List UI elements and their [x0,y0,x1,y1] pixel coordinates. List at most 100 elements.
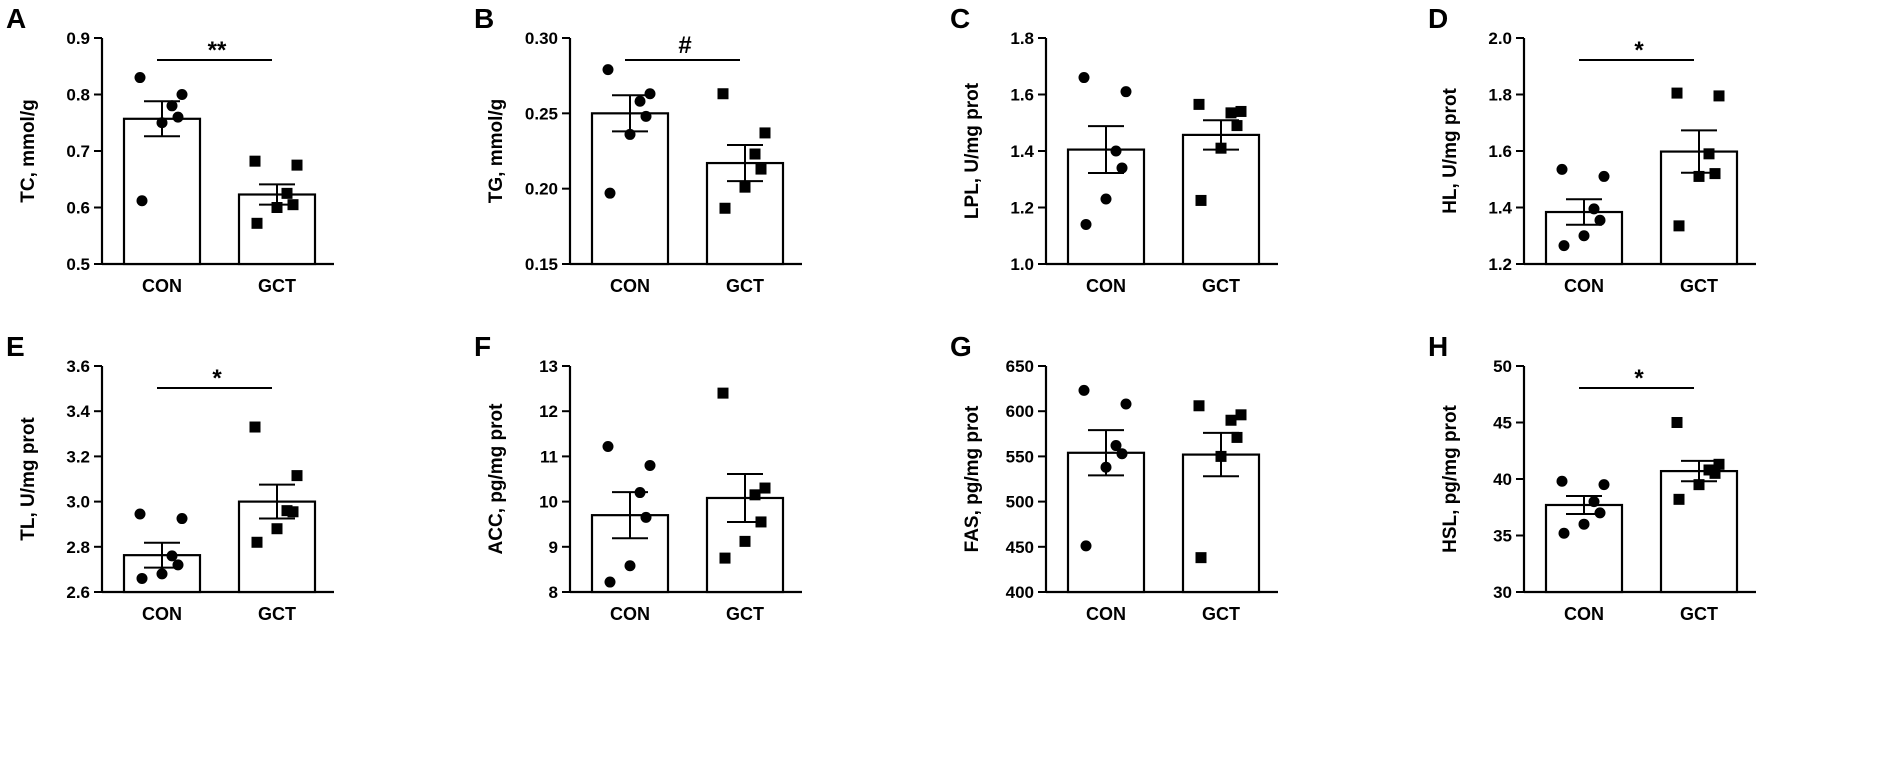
panel-f: F ACC, pg/mg prot 8 9 10 11 12 13 CON GCT [474,331,802,624]
data-point-square [251,536,263,548]
category-label: CON [610,276,650,296]
category-label: CON [1564,276,1604,296]
y-tick-label: 11 [540,447,558,466]
data-point-circle [1110,440,1122,452]
y-tick-label: 1.6 [1010,86,1034,105]
data-point-square [719,552,731,564]
data-point-square [1703,148,1715,160]
y-axis-label: ACC, pg/mg prot [486,403,507,555]
y-tick-label: 0.15 [525,255,558,274]
data-point-circle [1588,496,1600,508]
data-point-square [249,155,261,167]
y-tick-label: 3.6 [66,357,90,376]
y-tick-label: 40 [1493,470,1512,489]
panel-letter: C [950,3,970,34]
y-tick-label: 0.6 [66,199,90,218]
y-axis-label: LPL, U/mg prot [962,82,983,219]
y-tick-label: 9 [549,538,558,557]
data-point-square [1195,552,1207,564]
significance-marker: * [1634,37,1644,64]
data-point-square [739,535,751,547]
bar-gct [1181,453,1261,594]
y-tick-label: 450 [1006,538,1034,557]
data-point-square [1193,98,1205,110]
y-tick-label: 650 [1006,357,1034,376]
data-point-circle [602,64,614,76]
data-point-square [717,88,729,100]
data-point-square [1215,450,1227,462]
data-point-square [1693,170,1705,182]
data-point-circle [172,559,184,571]
data-point-square [755,516,767,528]
y-tick-label: 8 [549,583,558,602]
data-point-circle [1116,448,1128,460]
data-point-circle [156,568,168,580]
y-tick-label: 35 [1493,527,1512,546]
data-point-square [1225,107,1237,119]
y-tick-label: 1.6 [1488,142,1512,161]
category-label: GCT [1680,276,1718,296]
y-axis-label: TG, mmol/g [486,99,507,204]
data-point-square [249,421,261,433]
panel-h: H HSL, pg/mg prot 30 35 40 45 50 CON GCT * [1428,331,1756,624]
category-label: GCT [258,276,296,296]
category-label: GCT [258,604,296,624]
y-tick-label: 0.5 [66,255,90,274]
data-point-circle [634,487,646,499]
data-point-square [1709,168,1721,180]
data-point-square [251,217,263,229]
y-tick-label: 2.0 [1488,29,1512,48]
y-tick-label: 400 [1006,583,1034,602]
data-point-square [1225,414,1237,426]
data-point-square [271,202,283,213]
data-point-circle [1594,507,1606,519]
data-point-circle [1100,193,1112,205]
data-point-square [281,505,293,517]
data-point-circle [172,111,184,123]
data-point-square [287,199,299,211]
y-axis-label: HL, U/mg prot [1440,88,1461,214]
data-point-circle [1556,163,1568,175]
y-axis-label: HSL, pg/mg prot [1440,404,1461,552]
data-point-square [291,159,303,171]
data-point-circle [1100,461,1112,473]
significance-marker: * [1634,365,1644,392]
y-tick-label: 1.4 [1488,199,1512,218]
y-tick-label: 3.0 [66,493,90,512]
y-tick-label: 0.20 [525,180,558,199]
data-point-square [1671,417,1683,428]
y-tick-label: 13 [539,357,558,376]
data-point-circle [166,550,178,562]
data-point-square [759,482,771,494]
data-point-square [1703,464,1715,476]
y-tick-label: 3.2 [66,447,90,466]
bar-con [1544,503,1624,594]
y-tick-label: 0.30 [525,29,558,48]
data-point-square [1713,458,1725,470]
y-tick-label: 0.7 [66,142,90,161]
y-tick-label: 3.4 [66,402,90,421]
data-point-circle [1080,218,1092,230]
y-tick-label: 2.6 [66,583,90,602]
data-point-circle [1558,240,1570,252]
data-point-circle [1558,527,1570,539]
y-tick-label: 0.25 [525,104,558,123]
data-point-square [281,187,293,199]
data-point-circle [1078,72,1090,84]
data-point-square [1231,120,1243,132]
data-point-circle [156,117,168,129]
data-point-circle [1078,384,1090,396]
data-point-circle [176,89,188,100]
y-tick-label: 1.2 [1010,199,1034,218]
y-tick-label: 600 [1006,402,1034,421]
data-point-square [271,523,283,535]
data-point-circle [1120,398,1132,410]
panel-letter: G [950,331,972,362]
bar-gct [1659,469,1739,594]
data-point-circle [1578,230,1590,242]
significance-marker: * [212,365,222,392]
data-point-circle [604,187,616,199]
panel-e: E TL, U/mg prot 2.6 2.8 3.0 3.2 3.4 3.6 CON GCT * [6,331,334,624]
data-point-circle [640,511,652,523]
